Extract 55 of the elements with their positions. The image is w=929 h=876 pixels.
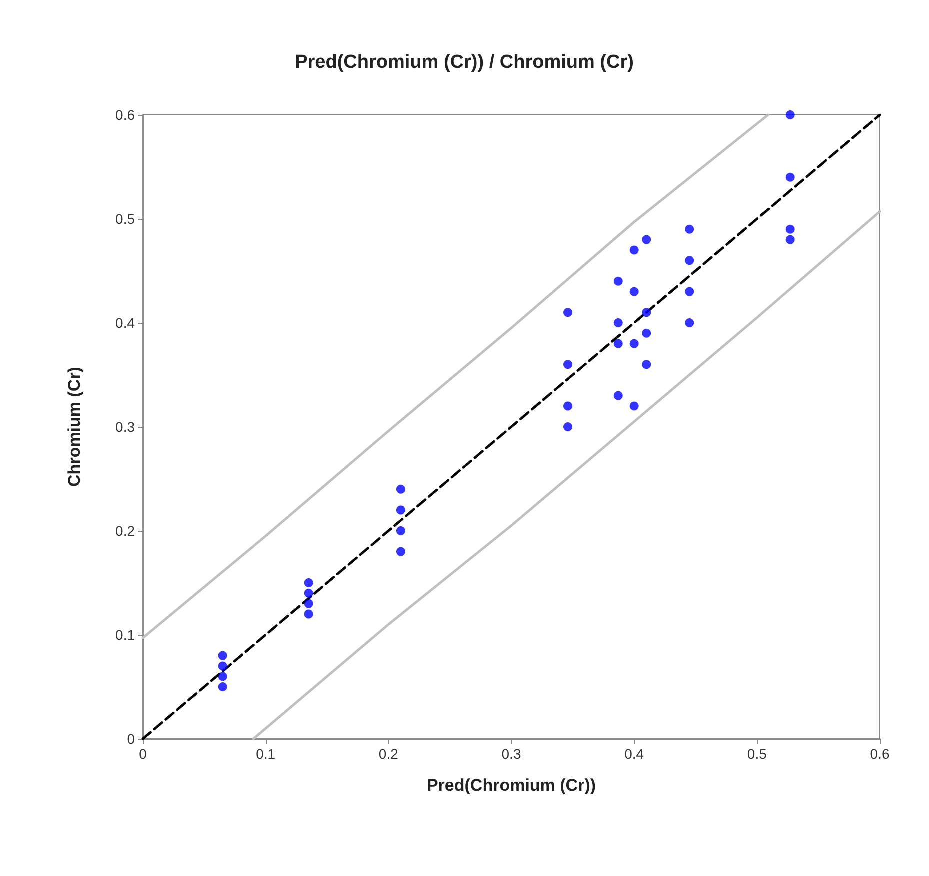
x-tick-label: 0.1 [256,746,276,762]
y-tick-label: 0.1 [116,627,136,643]
y-tick-label: 0 [127,731,136,747]
point [304,588,314,598]
point [218,662,228,671]
y-tick-label: 0.3 [116,419,136,435]
point [304,578,314,588]
point [685,318,694,328]
x-tick-label: 0.5 [747,746,768,762]
point [614,391,623,400]
point [218,682,228,692]
chart-title: Pred(Chromium (Cr)) / Chromium (Cr) [295,52,634,73]
line-series [142,114,770,640]
point [218,672,228,682]
point [564,422,573,432]
y-tick-label: 0.4 [116,315,136,331]
point [630,246,639,255]
point [396,506,406,515]
x-tick-label: 0.3 [502,746,522,762]
point [630,287,639,296]
x-tick-label: 0.4 [624,746,644,762]
x-tick-label: 0.6 [870,746,890,762]
y-tick-label: 0.6 [116,107,136,123]
line-series [252,210,882,740]
x-axis-title: Pred(Chromium (Cr)) [426,776,596,795]
point [304,610,314,619]
point [642,328,652,338]
point [786,172,795,182]
point [630,402,639,411]
point [630,339,639,348]
point [642,360,652,370]
y-tick-label: 0.5 [116,211,136,227]
point [685,287,694,296]
point [642,308,652,318]
point [786,110,795,120]
point [614,339,623,348]
point [564,360,573,370]
point [218,651,228,660]
point [614,318,623,328]
point [685,224,694,234]
point [564,308,573,318]
x-tick-label: 0.2 [378,746,399,762]
point [614,276,623,286]
point [396,547,406,556]
point [304,599,314,608]
point [396,526,406,536]
point [642,235,652,244]
x-tick-label: 0 [139,746,148,762]
point [786,224,795,234]
point [685,256,694,266]
y-axis-title: Chromium (Cr) [65,367,84,487]
point [786,235,795,244]
point [564,402,573,411]
point [396,484,406,494]
y-tick-label: 0.2 [116,523,136,539]
